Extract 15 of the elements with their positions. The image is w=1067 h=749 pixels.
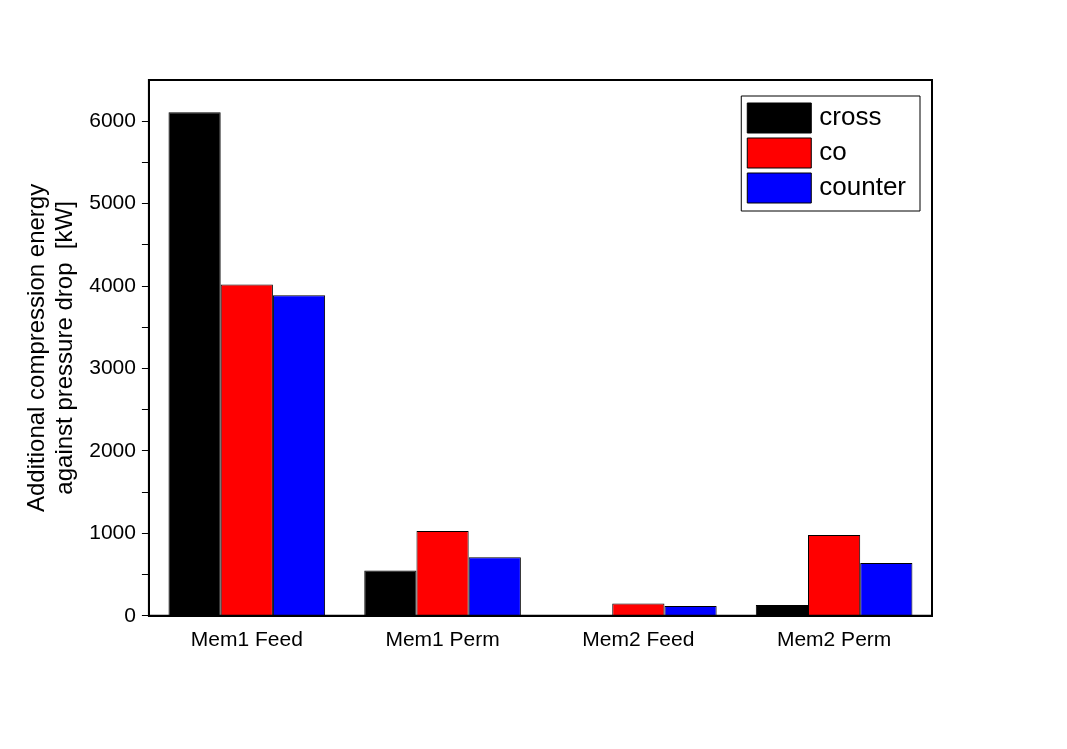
y-tick-label: 6000 xyxy=(89,108,136,132)
x-tick-label: Mem2 Perm xyxy=(776,627,892,651)
y-tick-label: 4000 xyxy=(89,272,136,296)
y-axis-title: Additional compression energy against pressure drop [kW] xyxy=(22,183,78,512)
y-tick-label: 0 xyxy=(124,602,136,626)
legend-label: counter xyxy=(819,171,907,202)
x-tick-label: Mem1 Perm xyxy=(385,627,500,651)
y-tick-label: 2000 xyxy=(89,437,136,461)
x-tick-label: Mem2 Feed xyxy=(582,627,695,651)
y-tick-label: 3000 xyxy=(89,355,136,379)
y-tick-label: 5000 xyxy=(89,190,136,214)
legend-label: cross xyxy=(819,101,882,132)
y-tick-label: 1000 xyxy=(89,520,136,544)
x-tick-label: Mem1 Feed xyxy=(190,627,303,651)
legend-label: co xyxy=(819,136,847,167)
